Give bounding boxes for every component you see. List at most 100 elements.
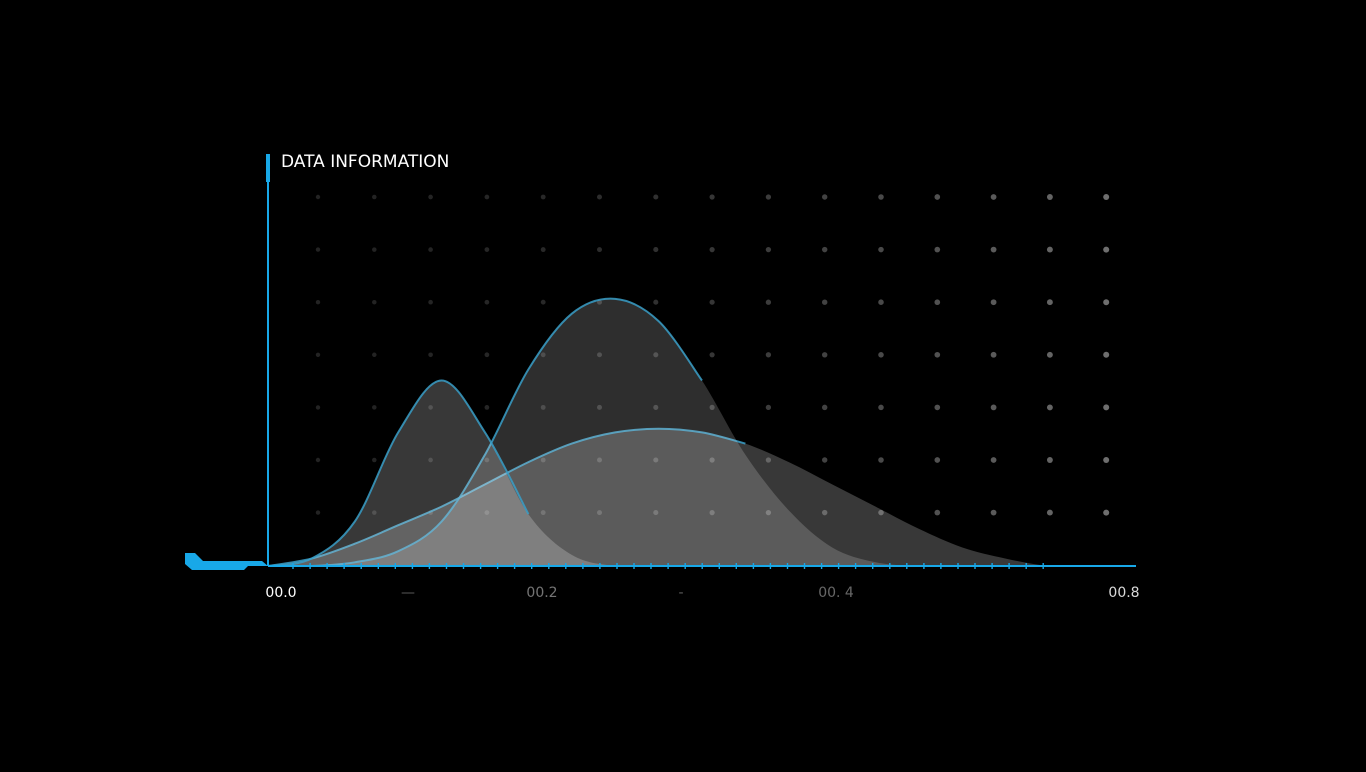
grid-dot — [428, 247, 433, 252]
grid-dot — [653, 352, 659, 358]
grid-dot — [653, 457, 659, 463]
series-area-2 — [268, 298, 1136, 566]
grid-dot — [315, 352, 321, 357]
grid-dot — [1046, 404, 1053, 411]
x-tick-label: 00. 4 — [818, 585, 854, 601]
series-layer — [267, 297, 1136, 568]
series-line-2 — [267, 297, 703, 568]
x-tick-label: 00.8 — [1108, 585, 1139, 601]
x-tick-labels: 00.0 — 00.2 - 00. 4 00.8 — [265, 585, 1139, 601]
x-axis-ticks — [292, 563, 1044, 569]
grid-dot — [1046, 299, 1053, 306]
grid-dot — [990, 246, 997, 253]
grid-dot — [540, 510, 546, 516]
axis-layer — [185, 154, 1136, 570]
grid-dot — [428, 405, 433, 410]
grid-dot — [709, 457, 715, 463]
grid-dot — [765, 404, 772, 411]
grid-dot — [821, 509, 828, 516]
grid-dot — [821, 457, 828, 463]
grid-dot — [540, 352, 546, 358]
grid-dot — [1103, 351, 1110, 358]
grid-dot — [428, 299, 433, 305]
grid-dot — [653, 194, 659, 200]
grid-dot — [484, 510, 490, 515]
grid-dot — [878, 194, 884, 200]
grid-dot — [315, 247, 321, 252]
y-axis-marker — [266, 154, 270, 182]
grid-dot — [653, 404, 659, 410]
grid-dot — [372, 457, 377, 463]
grid-dot — [372, 299, 377, 305]
grid-dot — [540, 457, 546, 463]
grid-dot — [934, 509, 941, 516]
grid-dot — [597, 247, 602, 253]
grid-dot — [821, 194, 828, 200]
grid-dot — [372, 352, 377, 358]
grid-dot — [1103, 404, 1110, 411]
x-tick-label: - — [678, 585, 683, 601]
grid-dot — [597, 352, 602, 358]
grid-dot — [315, 457, 321, 463]
grid-dot — [1103, 299, 1110, 306]
grid-dot — [878, 246, 884, 253]
grid-dot — [934, 351, 941, 358]
grid-dot — [653, 299, 659, 305]
x-tick-label: 00.0 — [265, 585, 296, 601]
grid-dot — [878, 299, 884, 305]
grid-dot — [315, 405, 321, 410]
grid-dot — [372, 405, 377, 410]
grid-dot — [540, 194, 546, 200]
x-axis-accent-tab — [185, 553, 268, 570]
series-area-3 — [268, 380, 1136, 566]
grid-dot — [1046, 194, 1053, 200]
x-tick-label: 00.2 — [526, 585, 557, 601]
grid-dot — [878, 509, 884, 516]
grid-dot — [878, 352, 884, 358]
grid-dot — [709, 352, 715, 358]
grid-dot — [1046, 457, 1053, 463]
grid-dot — [821, 299, 828, 305]
grid-dot — [597, 194, 602, 200]
grid-dot — [821, 246, 828, 253]
grid-dot — [709, 247, 715, 253]
grid-dot — [765, 299, 772, 305]
grid-dot — [765, 246, 772, 253]
grid-dot — [484, 194, 490, 200]
grid-dot — [1103, 194, 1110, 200]
grid-dot — [878, 404, 884, 411]
grid-dot — [709, 509, 715, 516]
grid-dot — [1103, 509, 1110, 516]
grid-dots — [315, 194, 1110, 516]
grid-dot — [990, 509, 997, 516]
grid-dot — [1046, 509, 1053, 516]
grid-dot — [428, 194, 433, 200]
grid-dot — [1046, 351, 1053, 358]
grid-dot — [765, 352, 772, 358]
grid-dot — [1046, 246, 1053, 253]
chart-title: DATA INFORMATION — [281, 152, 449, 172]
grid-dot — [315, 510, 321, 515]
grid-dot — [934, 457, 941, 463]
grid-dot — [765, 457, 772, 463]
grid-dot — [709, 194, 715, 200]
grid-dot — [765, 194, 772, 200]
grid-dot — [990, 299, 997, 306]
grid-dot — [484, 352, 490, 358]
grid-dot — [653, 247, 659, 253]
series-line-3 — [267, 379, 530, 567]
grid-dot — [484, 457, 490, 463]
grid-dot — [934, 404, 941, 411]
grid-dot — [709, 299, 715, 305]
grid-dot — [821, 352, 828, 358]
grid-dot — [934, 194, 941, 200]
grid-dot — [597, 404, 602, 410]
grid-dot — [372, 247, 377, 252]
grid-dot — [765, 509, 772, 516]
grid-dot — [934, 299, 941, 306]
grid-dot — [315, 300, 321, 305]
grid-dot — [597, 457, 602, 463]
grid-dot — [484, 299, 490, 305]
